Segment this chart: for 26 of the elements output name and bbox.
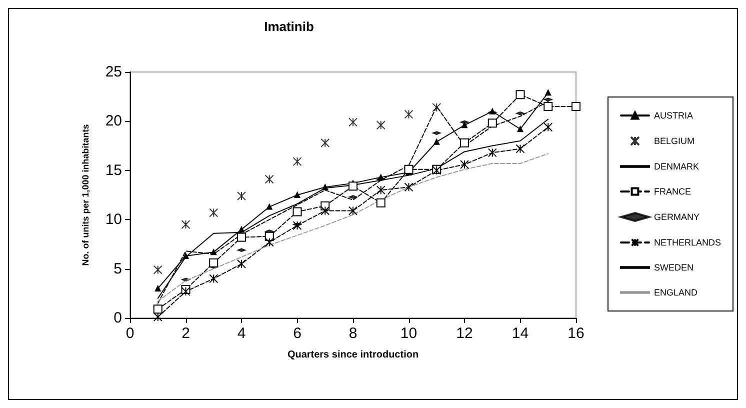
x-tick-label: 0	[126, 325, 134, 342]
legend-label: NETHERLANDS	[654, 238, 722, 248]
legend-label: DENMARK	[654, 162, 700, 172]
x-axis-title: Quarters since introduction	[287, 350, 419, 360]
y-tick-label: 15	[105, 162, 122, 179]
x-tick-label: 12	[456, 325, 473, 342]
legend-label: GERMANY	[654, 212, 700, 222]
x-tick-label: 4	[237, 325, 246, 342]
y-tick-label: 5	[114, 260, 122, 278]
legend-label: FRANCE	[654, 186, 692, 196]
x-tick-label: 14	[512, 325, 529, 342]
x-tick-label: 16	[568, 325, 584, 342]
y-tick-label: 10	[105, 211, 122, 228]
chart-title: Imatinib	[264, 19, 314, 34]
legend-label: AUSTRIA	[654, 110, 694, 120]
y-tick-label: 0	[114, 310, 122, 326]
y-tick-label: 25	[105, 64, 122, 80]
legend-label: ENGLAND	[654, 288, 698, 298]
x-tick-label: 8	[348, 325, 358, 342]
y-axis-title: No. of units per 1,000 inhabitants	[80, 124, 90, 266]
x-tick-label: 10	[400, 325, 418, 342]
x-tick-label: 2	[182, 325, 190, 342]
y-tick-label: 20	[105, 112, 122, 130]
legend-label: SWEDEN	[654, 262, 694, 272]
legend-label: BELGIUM	[654, 136, 695, 146]
x-tick-label: 6	[293, 325, 302, 342]
